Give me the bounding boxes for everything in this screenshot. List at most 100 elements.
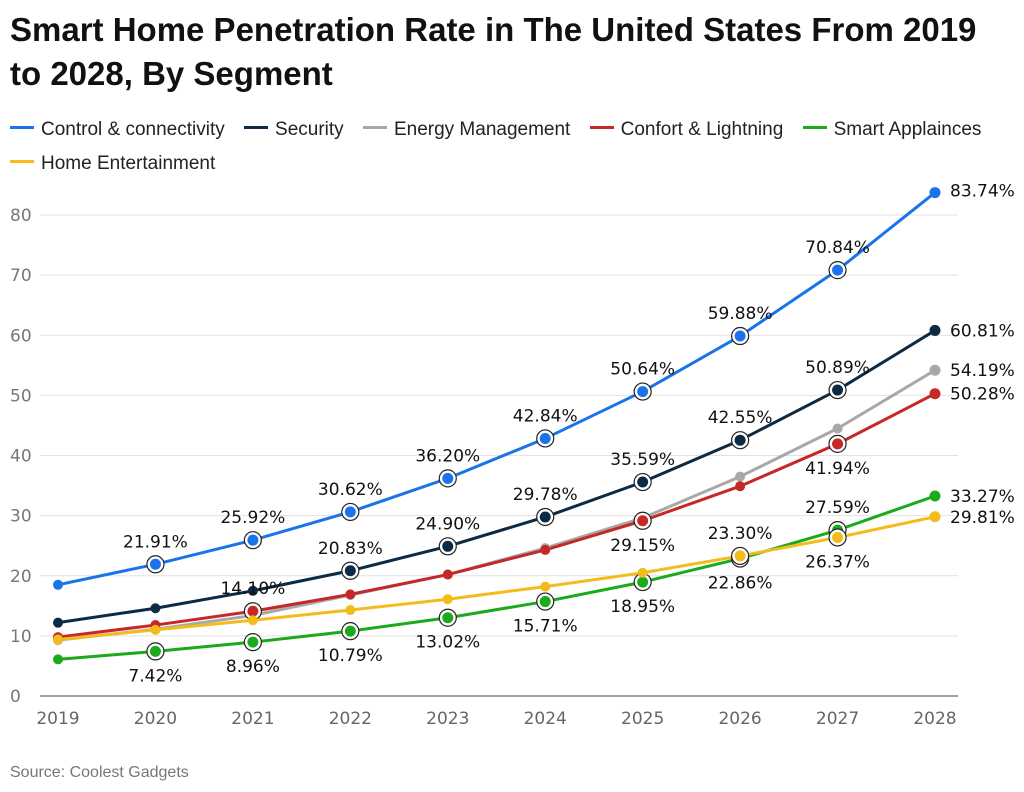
x-tick-label: 2025 [621, 709, 664, 729]
data-point [442, 612, 454, 624]
data-point [247, 585, 258, 596]
data-point [637, 476, 649, 488]
data-point [149, 645, 161, 657]
legend-swatch-confort-lightning [589, 126, 614, 130]
series-line [56, 494, 937, 661]
legend-item-smart-applainces[interactable]: Smart Applainces [802, 113, 982, 147]
legend-label: Control & connectivity [41, 119, 225, 140]
data-point [637, 576, 649, 588]
legend-swatch-security [244, 126, 269, 130]
data-point [442, 472, 454, 484]
data-label: 30.62% [318, 480, 383, 500]
data-point [345, 605, 356, 616]
data-label: 50.89% [805, 358, 870, 378]
data-point [832, 264, 844, 276]
x-tick-label: 2021 [231, 709, 274, 729]
legend-swatch-energy-management [362, 126, 387, 130]
data-label: 25.92% [220, 508, 285, 528]
data-point [929, 490, 941, 502]
data-label: 13.02% [415, 633, 480, 653]
data-label: 36.20% [415, 446, 480, 466]
data-point [247, 534, 259, 546]
legend-swatch-home-entertainment [10, 160, 34, 164]
legend-label: Smart Applainces [833, 119, 982, 140]
data-point [539, 596, 551, 608]
data-label: 15.71% [513, 617, 578, 637]
legend-item-confort-lightning[interactable]: Confort & Lightning [589, 113, 784, 147]
source-note: Source: Coolest Gadgets [10, 764, 189, 781]
data-label: 22.86% [708, 574, 773, 594]
legend-label: Home Entertainment [41, 153, 216, 174]
y-tick-label: 20 [10, 567, 32, 587]
data-point [637, 386, 649, 398]
data-point [734, 550, 746, 562]
x-tick-label: 2028 [913, 709, 956, 729]
x-tick-label: 2020 [134, 709, 177, 729]
legend-item-security[interactable]: Security [244, 113, 344, 147]
y-tick-label: 0 [10, 687, 21, 707]
data-point [539, 432, 551, 444]
data-point [247, 615, 258, 626]
data-point [734, 434, 746, 446]
data-point [929, 511, 941, 523]
data-point [929, 388, 941, 400]
data-label: 33.27% [950, 487, 1015, 507]
data-point [442, 540, 454, 552]
data-label: 27.59% [805, 498, 870, 518]
legend-swatch-smart-applainces [802, 126, 827, 130]
data-point [929, 364, 941, 376]
legend-label: Security [275, 119, 344, 140]
data-point [53, 634, 63, 645]
data-point [344, 625, 356, 637]
y-tick-label: 70 [10, 266, 32, 286]
data-label: 21.91% [123, 532, 188, 552]
data-point [929, 187, 941, 199]
data-label: 7.42% [128, 666, 182, 686]
data-point [929, 324, 941, 336]
data-point [345, 589, 356, 600]
data-point [832, 438, 844, 450]
data-point [442, 594, 453, 605]
data-point [540, 544, 551, 555]
data-label: 59.88% [708, 304, 773, 324]
data-label: 83.74% [950, 182, 1015, 202]
data-label: 29.81% [950, 508, 1015, 528]
data-label: 18.95% [610, 597, 675, 617]
x-tick-label: 2027 [816, 709, 859, 729]
data-label: 8.96% [226, 657, 280, 677]
data-label: 50.64% [610, 360, 675, 380]
data-point [735, 481, 746, 492]
legend-label: Confort & Lightning [620, 119, 784, 140]
series-line [56, 191, 937, 587]
data-point [344, 565, 356, 577]
y-tick-label: 10 [10, 627, 32, 647]
series-line [56, 368, 937, 642]
data-point [832, 531, 844, 543]
legend-item-home-entertainment[interactable]: Home Entertainment [10, 147, 215, 181]
y-tick-label: 80 [10, 206, 32, 226]
chart-legend: Control & connectivity Security Energy M… [10, 113, 1010, 181]
data-label: 23.30% [708, 524, 773, 544]
x-tick-label: 2019 [36, 709, 79, 729]
x-tick-label: 2023 [426, 709, 469, 729]
data-label: 41.94% [805, 459, 870, 479]
data-point [344, 506, 356, 518]
data-label: 42.55% [708, 408, 773, 428]
data-label: 10.79% [318, 646, 383, 666]
legend-item-energy-management[interactable]: Energy Management [362, 113, 570, 147]
data-point [832, 384, 844, 396]
data-point [53, 654, 63, 665]
data-point [150, 603, 161, 614]
data-point [540, 581, 551, 592]
x-tick-label: 2026 [718, 709, 761, 729]
legend-swatch-control-connectivity [10, 126, 34, 130]
data-label: 20.83% [318, 539, 383, 559]
data-point [637, 515, 649, 527]
data-point [53, 579, 63, 590]
data-point [53, 617, 63, 628]
y-tick-label: 30 [10, 507, 32, 527]
data-point [150, 624, 161, 635]
x-tick-label: 2024 [524, 709, 567, 729]
legend-item-control-connectivity[interactable]: Control & connectivity [10, 113, 225, 147]
